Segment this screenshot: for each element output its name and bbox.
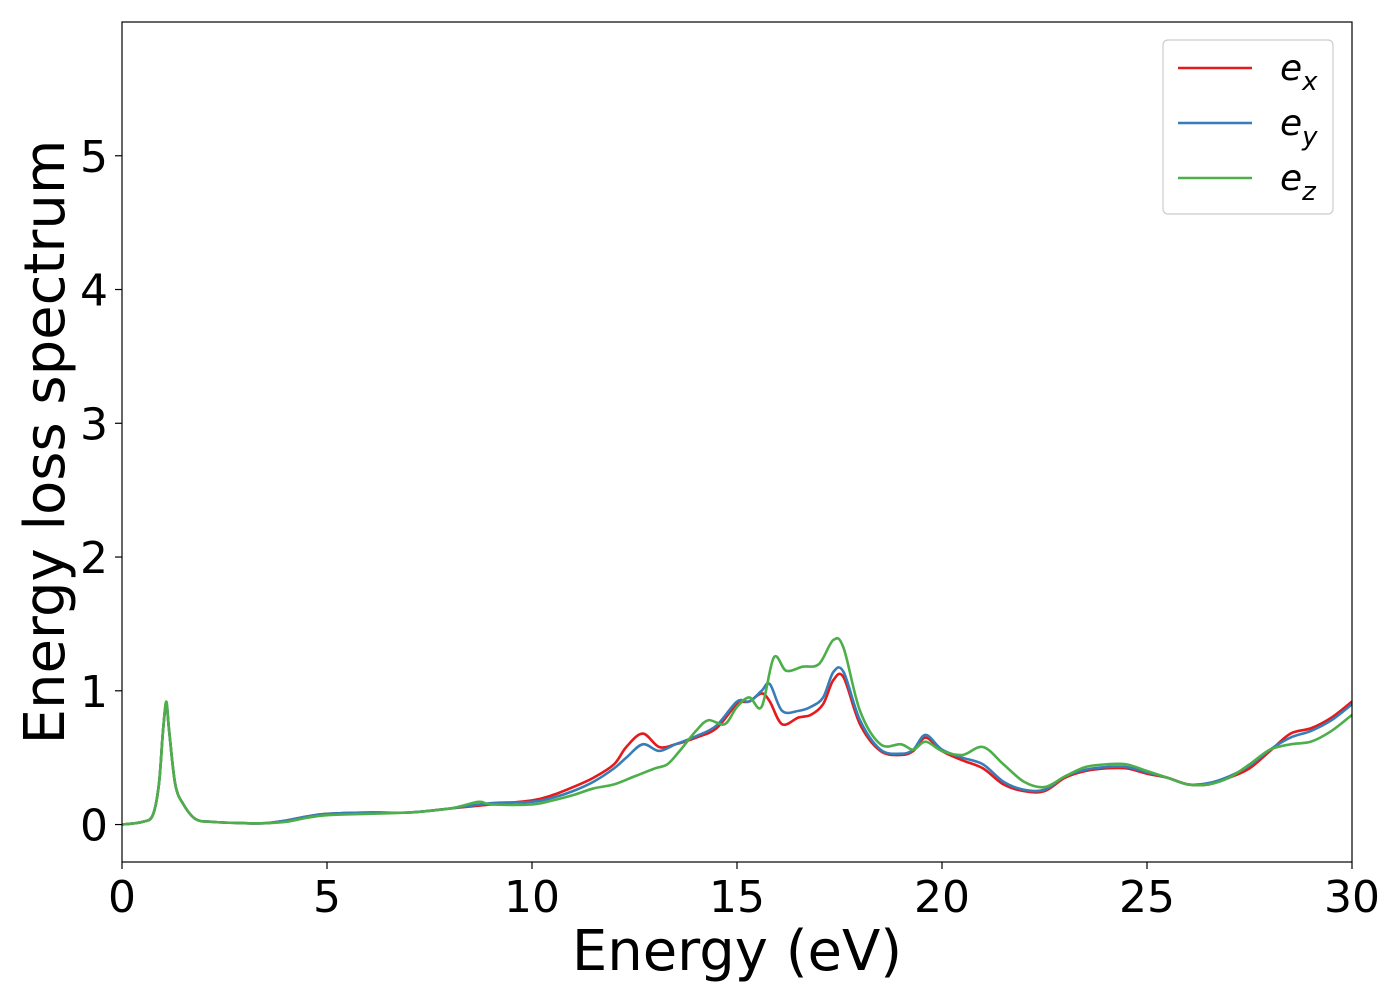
x-tick-label: 10 — [504, 872, 560, 923]
legend-label-base: e — [1280, 48, 1302, 89]
legend-box — [1162, 39, 1334, 215]
y-axis: 0 1 2 3 4 5 — [80, 132, 122, 852]
x-tick-label: 0 — [108, 872, 136, 923]
x-axis-label: Energy (eV) — [572, 919, 902, 984]
x-axis: 0 5 10 15 20 25 30 — [108, 862, 1380, 923]
series-layer — [121, 636, 1353, 826]
x-tick-label: 30 — [1324, 872, 1380, 923]
legend-label-base: e — [1280, 158, 1302, 199]
legend-label-base: e — [1280, 103, 1302, 144]
y-tick-label: 0 — [80, 801, 108, 852]
y-tick-label: 5 — [80, 132, 108, 183]
x-tick-label: 25 — [1119, 872, 1175, 923]
y-tick-label: 4 — [80, 266, 108, 317]
y-tick-label: 1 — [80, 667, 108, 718]
y-axis-label: Energy loss spectrum — [13, 140, 78, 745]
legend-label-subscript: y — [1301, 122, 1318, 152]
series-line-ez — [121, 636, 1353, 826]
y-tick-label: 2 — [80, 533, 108, 584]
legend-label-z: ez — [1280, 158, 1317, 207]
legend-label-y: ey — [1280, 103, 1318, 152]
legend-label-x: ex — [1280, 48, 1318, 97]
y-tick-label: 3 — [80, 399, 108, 450]
x-tick-label: 5 — [313, 872, 341, 923]
legend-label-subscript: z — [1301, 177, 1317, 207]
legend-label-subscript: x — [1301, 67, 1318, 97]
x-tick-label: 15 — [709, 872, 765, 923]
x-tick-label: 20 — [914, 872, 970, 923]
